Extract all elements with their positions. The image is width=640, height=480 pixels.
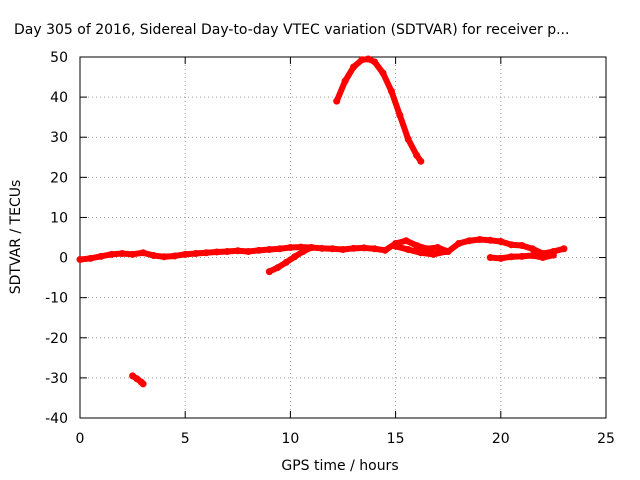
series-3-point-2 bbox=[417, 249, 425, 257]
series-1-point-46 bbox=[560, 245, 568, 253]
series-1-point-2 bbox=[97, 252, 105, 260]
series-3-point-4 bbox=[442, 248, 450, 256]
y-tick-label-6: 20 bbox=[50, 170, 68, 186]
y-axis-label: SDTVAR / TECUs bbox=[8, 180, 24, 295]
series-3-point-3 bbox=[429, 250, 437, 258]
series-0-point-5 bbox=[371, 58, 379, 66]
series-0-point-11 bbox=[417, 157, 425, 165]
y-tick-label-5: 10 bbox=[50, 210, 68, 226]
series-4-point-6 bbox=[549, 251, 557, 259]
series-2-point-1 bbox=[274, 264, 282, 272]
y-tick-label-4: 0 bbox=[59, 251, 68, 267]
series-4-point-3 bbox=[518, 252, 526, 260]
series-0-line bbox=[333, 56, 424, 165]
x-tick-label-1: 5 bbox=[181, 431, 190, 447]
series-1-point-17 bbox=[255, 246, 263, 254]
series-1-point-18 bbox=[265, 246, 273, 254]
series-1-point-11 bbox=[192, 250, 200, 258]
series-5-point-3 bbox=[139, 380, 147, 388]
series-1-point-8 bbox=[160, 253, 168, 261]
series-1-point-34 bbox=[434, 244, 442, 252]
x-axis-label: GPS time / hours bbox=[281, 458, 398, 474]
plot-frame bbox=[79, 56, 607, 419]
series-1-point-41 bbox=[507, 241, 515, 249]
series-1-point-16 bbox=[244, 248, 252, 256]
y-tick-label-3: -10 bbox=[45, 291, 68, 307]
series-0-point-9 bbox=[404, 135, 412, 143]
series-1-point-36 bbox=[455, 240, 463, 248]
series-0-point-4 bbox=[364, 55, 372, 63]
series-1-point-20 bbox=[286, 244, 294, 252]
x-tick-label-0: 0 bbox=[76, 431, 85, 447]
series-1-point-13 bbox=[213, 248, 221, 256]
series-1-point-10 bbox=[181, 250, 189, 258]
series-1-point-40 bbox=[497, 238, 505, 246]
series-1-point-23 bbox=[318, 244, 326, 252]
series-1-point-42 bbox=[518, 242, 526, 250]
series-1-point-37 bbox=[465, 237, 473, 245]
series-1-point-26 bbox=[350, 244, 358, 252]
series-1-point-3 bbox=[108, 250, 116, 258]
series-1-point-4 bbox=[118, 250, 126, 258]
series-0-point-7 bbox=[387, 87, 395, 95]
y-tick-label-1: -30 bbox=[45, 371, 68, 387]
series-1-point-9 bbox=[171, 252, 179, 260]
series-2-point-5 bbox=[307, 244, 315, 252]
series-1-point-27 bbox=[360, 244, 368, 252]
y-tick-label-8: 40 bbox=[50, 90, 68, 106]
series-1-point-14 bbox=[223, 248, 231, 256]
series-0-point-1 bbox=[341, 77, 349, 85]
series-1-point-15 bbox=[234, 247, 242, 255]
series-0-point-0 bbox=[333, 97, 341, 105]
series-4-point-0 bbox=[486, 254, 494, 262]
series-1-point-29 bbox=[381, 246, 389, 254]
series-1-point-7 bbox=[150, 252, 158, 260]
series-1-point-43 bbox=[528, 245, 536, 253]
series-1-point-12 bbox=[202, 249, 210, 257]
series-0-point-3 bbox=[358, 56, 366, 64]
series-1-point-1 bbox=[87, 254, 95, 262]
series-4-point-2 bbox=[507, 253, 515, 261]
series-1-point-24 bbox=[328, 245, 336, 253]
y-tick-label-0: -40 bbox=[45, 411, 68, 427]
series-3-point-0 bbox=[392, 242, 400, 250]
series-2-point-4 bbox=[299, 248, 307, 256]
series-1-point-32 bbox=[413, 242, 421, 250]
series-4-point-5 bbox=[539, 254, 547, 262]
y-tick-label-2: -20 bbox=[45, 331, 68, 347]
x-tick-label-3: 15 bbox=[387, 431, 405, 447]
series-1-point-38 bbox=[476, 236, 484, 244]
series-3-point-1 bbox=[404, 246, 412, 254]
series-4-point-1 bbox=[497, 254, 505, 262]
x-tick-label-4: 20 bbox=[492, 431, 510, 447]
series-0-point-8 bbox=[396, 111, 404, 119]
series-1-point-0 bbox=[76, 256, 84, 264]
series-2-point-2 bbox=[282, 258, 290, 266]
series-1-point-5 bbox=[129, 250, 137, 258]
data-marks bbox=[76, 55, 568, 388]
series-2-point-0 bbox=[265, 268, 273, 276]
series-4-point-4 bbox=[528, 252, 536, 260]
axis-ticks: 0 5 10 15 20 25 -40 -30 -20 -10 0 10 20 30 40 50 bbox=[45, 50, 615, 447]
series-1-point-31 bbox=[402, 237, 410, 245]
series-1-point-6 bbox=[139, 249, 147, 257]
grid-lines bbox=[80, 57, 606, 418]
x-tick-label-2: 10 bbox=[281, 431, 299, 447]
series-0-point-10 bbox=[413, 151, 421, 159]
series-0-point-6 bbox=[379, 69, 387, 77]
x-tick-label-5: 25 bbox=[597, 431, 615, 447]
chart-title: Day 305 of 2016, Sidereal Day-to-day VTE… bbox=[14, 22, 569, 38]
y-tick-label-9: 50 bbox=[50, 50, 68, 66]
series-1-point-28 bbox=[371, 245, 379, 253]
series-1-point-39 bbox=[486, 236, 494, 244]
series-0-point-2 bbox=[350, 63, 358, 71]
series-2-point-3 bbox=[291, 253, 299, 261]
series-1-point-19 bbox=[276, 245, 284, 253]
y-tick-label-7: 30 bbox=[50, 130, 68, 146]
series-1-point-25 bbox=[339, 246, 347, 254]
